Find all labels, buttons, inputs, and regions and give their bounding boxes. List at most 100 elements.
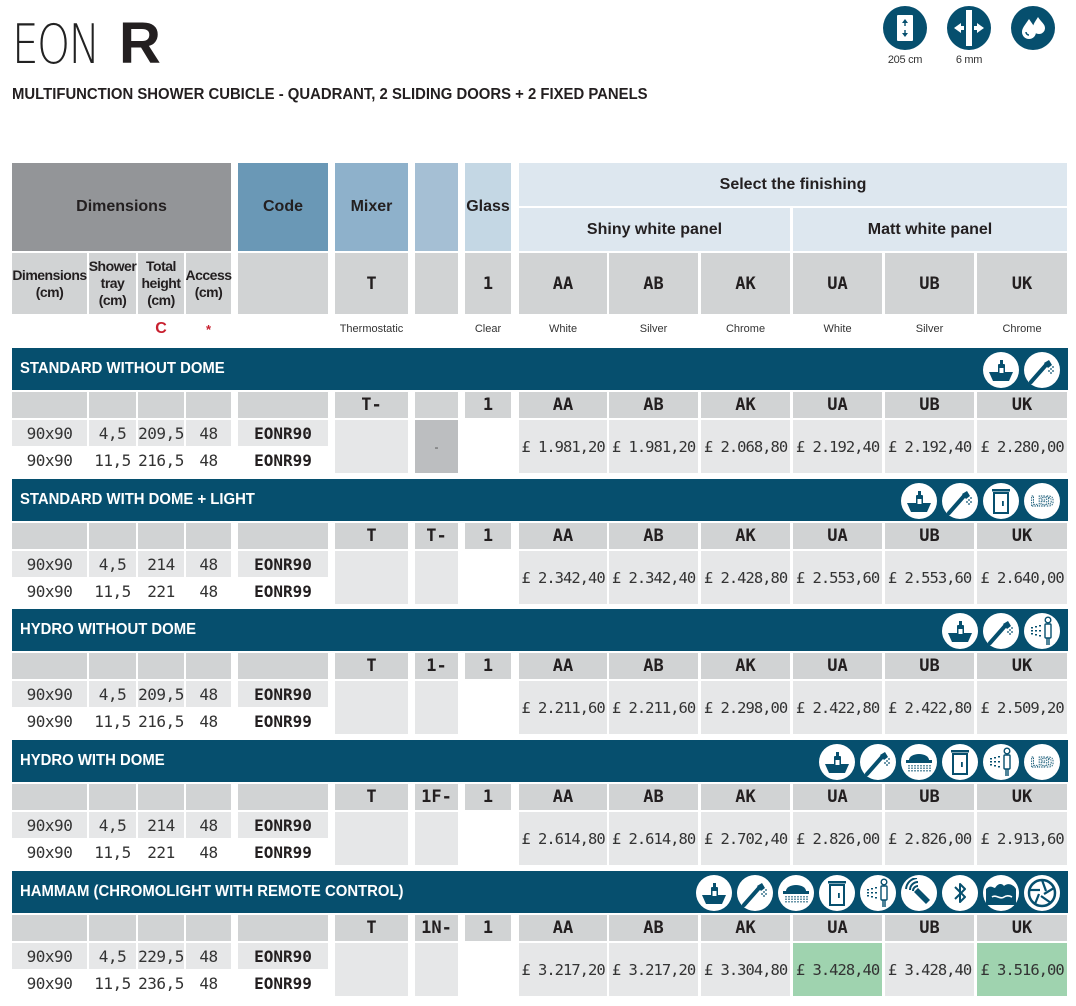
section-finish-code-ak: AK: [701, 784, 790, 810]
header-glass: Glass: [465, 163, 511, 251]
price-ak[interactable]: £ 2.702,40: [701, 812, 790, 865]
row-total-height: 216,5: [138, 450, 184, 470]
price-ua[interactable]: £ 2.553,60: [793, 551, 882, 604]
row-code[interactable]: EONR90: [238, 812, 328, 838]
title-light: EON: [12, 13, 100, 76]
section-finish-code-ak: AK: [701, 653, 790, 679]
price-ab[interactable]: £ 2.614,80: [609, 812, 698, 865]
section-option-code: [415, 392, 458, 418]
price-aa[interactable]: £ 2.614,80: [519, 812, 607, 865]
price-ak[interactable]: £ 2.428,80: [701, 551, 790, 604]
header-dimensions: Dimensions: [12, 163, 231, 251]
price-ua[interactable]: £ 3.428,40: [793, 943, 882, 996]
water-drops-icon: [1011, 6, 1055, 50]
price-aa[interactable]: £ 1.981,20: [519, 420, 607, 473]
hand-shower-icon: [983, 613, 1019, 649]
subheader-dimensions: Dimensions (cm): [12, 253, 87, 314]
section-finish-code-aa: AA: [519, 523, 607, 549]
row-code[interactable]: EONR99: [254, 711, 312, 731]
spec-glass-label: 6 mm: [955, 54, 983, 66]
row-dimensions: 90x90: [26, 842, 73, 862]
price-aa[interactable]: £ 3.217,20: [519, 943, 607, 996]
row-access: 48: [199, 973, 218, 993]
glass-thickness-icon: [947, 6, 991, 50]
soap-dispenser-icon: [819, 744, 855, 780]
row-shower-tray: 11,5: [94, 842, 131, 862]
row-dimensions: 90x90: [12, 551, 87, 577]
price-ub[interactable]: £ 2.192,40: [885, 420, 974, 473]
row-code[interactable]: EONR99: [254, 581, 312, 601]
section-subrow-total: [138, 392, 184, 418]
svg-text:LED: LED: [1030, 756, 1054, 770]
section-finish-code-ua: UA: [793, 392, 882, 418]
remote-control-icon: [901, 875, 937, 911]
section-finish-code-ab: AB: [609, 523, 698, 549]
price-ab[interactable]: £ 1.981,20: [609, 420, 698, 473]
price-ua[interactable]: £ 2.826,00: [793, 812, 882, 865]
subheader-total-height: Total height (cm): [138, 253, 184, 314]
section-subrow-tray: [89, 392, 136, 418]
price-ub[interactable]: £ 3.428,40: [885, 943, 974, 996]
section-option-code: 1N-: [415, 915, 458, 941]
section-finish-code-ab: AB: [609, 915, 698, 941]
section-title: STANDARD WITHOUT DOME: [20, 360, 225, 377]
section-finish-code-ab: AB: [609, 784, 698, 810]
section-band: STANDARD WITH DOME + LIGHT LED: [12, 479, 1068, 521]
header-option: [415, 163, 458, 251]
row-shower-tray: 4,5: [89, 551, 136, 577]
subheader-access: Access (cm): [185, 253, 232, 314]
section-subrow-dim: [12, 523, 87, 549]
row-code[interactable]: EONR90: [238, 551, 328, 577]
price-ua[interactable]: £ 2.422,80: [793, 681, 882, 734]
price-ub[interactable]: £ 2.553,60: [885, 551, 974, 604]
price-ab[interactable]: £ 2.211,60: [609, 681, 698, 734]
price-aa[interactable]: £ 2.211,60: [519, 681, 607, 734]
note-finish-aa: White: [548, 323, 578, 335]
section-finish-code-ub: UB: [885, 653, 974, 679]
section-mixer-cell: [335, 812, 408, 865]
height-arrows-icon: [883, 6, 927, 50]
price-ak[interactable]: £ 2.298,00: [701, 681, 790, 734]
section-option-code: 1F-: [415, 784, 458, 810]
price-uk[interactable]: £ 2.913,60: [977, 812, 1067, 865]
section-finish-code-uk: UK: [977, 392, 1067, 418]
note-finish-uk: Chrome: [1002, 323, 1042, 335]
section-subrow-total: [138, 653, 184, 679]
feature-icons: LED: [819, 744, 1060, 780]
product-subtitle: MULTIFUNCTION SHOWER CUBICLE - QUADRANT,…: [12, 86, 648, 103]
led-icon: LED: [1024, 744, 1060, 780]
row-total-height: 214: [138, 551, 184, 577]
section-subrow-code: [238, 523, 328, 549]
row-shower-tray: 4,5: [89, 943, 136, 969]
price-ub[interactable]: £ 2.422,80: [885, 681, 974, 734]
price-ab[interactable]: £ 2.342,40: [609, 551, 698, 604]
price-ub[interactable]: £ 2.826,00: [885, 812, 974, 865]
row-shower-tray: 4,5: [89, 681, 136, 707]
rain-shower-icon: [778, 875, 814, 911]
section-mixer-cell: [335, 551, 408, 604]
svg-text:LED: LED: [1030, 495, 1054, 509]
row-code[interactable]: EONR99: [254, 842, 312, 862]
row-dimensions: 90x90: [12, 681, 87, 707]
section-subrow-total: [138, 915, 184, 941]
price-uk[interactable]: £ 3.516,00: [977, 943, 1067, 996]
row-code[interactable]: EONR99: [254, 973, 312, 993]
row-code[interactable]: EONR90: [238, 943, 328, 969]
price-uk[interactable]: £ 2.280,00: [977, 420, 1067, 473]
soap-dispenser-icon: [983, 352, 1019, 388]
row-code[interactable]: EONR90: [238, 420, 328, 446]
price-uk[interactable]: £ 2.640,00: [977, 551, 1067, 604]
header-mixer: Mixer: [335, 163, 408, 251]
row-code[interactable]: EONR90: [238, 681, 328, 707]
price-uk[interactable]: £ 2.509,20: [977, 681, 1067, 734]
row-total-height: 216,5: [138, 711, 184, 731]
price-ua[interactable]: £ 2.192,40: [793, 420, 882, 473]
section-finish-code-ua: UA: [793, 784, 882, 810]
price-ab[interactable]: £ 3.217,20: [609, 943, 698, 996]
section-finish-code-ua: UA: [793, 653, 882, 679]
price-ak[interactable]: £ 2.068,80: [701, 420, 790, 473]
spec-water: [1010, 6, 1056, 50]
row-code[interactable]: EONR99: [254, 450, 312, 470]
price-aa[interactable]: £ 2.342,40: [519, 551, 607, 604]
price-ak[interactable]: £ 3.304,80: [701, 943, 790, 996]
